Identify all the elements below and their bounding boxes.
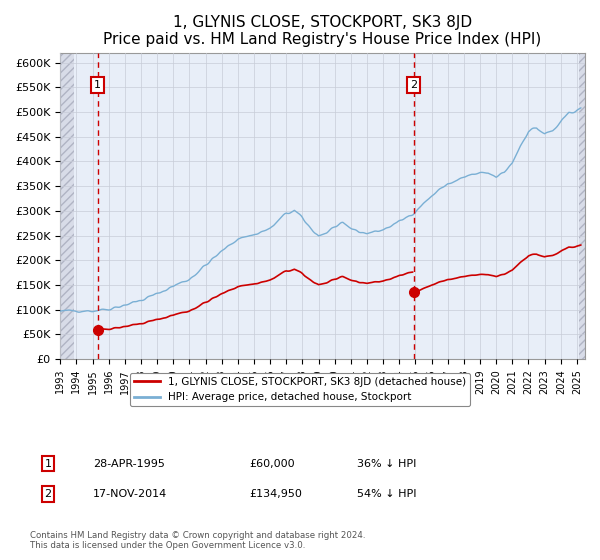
Text: 54% ↓ HPI: 54% ↓ HPI: [357, 489, 416, 499]
Text: 17-NOV-2014: 17-NOV-2014: [93, 489, 167, 499]
Text: 1: 1: [44, 459, 52, 469]
Text: £60,000: £60,000: [249, 459, 295, 469]
Title: 1, GLYNIS CLOSE, STOCKPORT, SK3 8JD
Price paid vs. HM Land Registry's House Pric: 1, GLYNIS CLOSE, STOCKPORT, SK3 8JD Pric…: [103, 15, 542, 48]
Bar: [578, 53, 585, 359]
Legend: 1, GLYNIS CLOSE, STOCKPORT, SK3 8JD (detached house), HPI: Average price, detach: 1, GLYNIS CLOSE, STOCKPORT, SK3 8JD (det…: [130, 373, 470, 407]
Text: 36% ↓ HPI: 36% ↓ HPI: [357, 459, 416, 469]
Bar: [60, 53, 74, 359]
Text: 2: 2: [44, 489, 52, 499]
Text: Contains HM Land Registry data © Crown copyright and database right 2024.
This d: Contains HM Land Registry data © Crown c…: [30, 530, 365, 550]
Text: 2: 2: [410, 80, 417, 90]
Text: 1: 1: [94, 80, 101, 90]
Text: £134,950: £134,950: [249, 489, 302, 499]
Text: 28-APR-1995: 28-APR-1995: [93, 459, 165, 469]
